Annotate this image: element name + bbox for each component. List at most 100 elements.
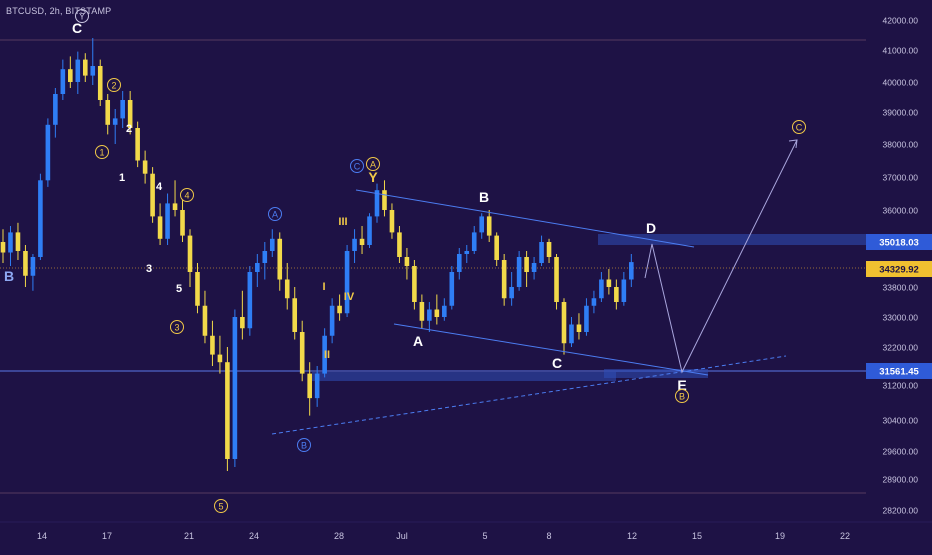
wave-label-circle — [75, 9, 89, 23]
y-tick-label: 37000.00 — [883, 173, 919, 183]
wave-label: 2 — [126, 123, 132, 135]
wave-label: B — [4, 268, 14, 284]
candle-body — [569, 324, 574, 344]
y-tick-label: 38000.00 — [883, 140, 919, 150]
candle-body — [449, 272, 455, 306]
y-tick-label: 42000.00 — [883, 16, 919, 26]
candle-body — [344, 251, 350, 314]
candle-body — [367, 216, 372, 245]
wave-label: A — [272, 210, 278, 220]
candle-body — [494, 235, 499, 260]
price-tag-label: 34329.92 — [879, 265, 919, 276]
wave-label: IV — [344, 291, 355, 303]
wave-label: B — [679, 392, 685, 402]
candle-body — [486, 216, 492, 236]
candle-body — [187, 235, 193, 272]
x-tick-label: 28 — [334, 531, 344, 541]
wave-label: Y — [79, 12, 85, 22]
wave-label: 4 — [156, 181, 163, 193]
candle-body — [501, 260, 507, 299]
dashed-trend-line — [271, 355, 787, 435]
candle-body — [142, 160, 148, 174]
candle-body — [120, 100, 125, 119]
candle-body — [591, 298, 597, 306]
wave-label-circle — [107, 78, 121, 92]
wave-label-circle — [297, 438, 311, 452]
candle-body — [307, 373, 312, 399]
candle-body — [68, 69, 73, 82]
candle-body — [516, 257, 522, 287]
wave-label: III — [338, 216, 347, 228]
candle-body — [150, 173, 155, 217]
candles — [0, 38, 634, 471]
candle-body — [195, 272, 200, 306]
candle-body — [456, 254, 462, 272]
candle-body — [464, 251, 470, 254]
wave-label-circle — [95, 145, 109, 159]
candle-body — [0, 242, 6, 253]
wave-label-circle — [268, 207, 282, 221]
wave-label: A — [370, 160, 376, 170]
candle-body — [269, 238, 275, 251]
symbol-label: BTCUSD, 2h, BITSTAMP — [6, 6, 112, 16]
wave-label: 2 — [111, 81, 116, 91]
candle-body — [554, 257, 559, 302]
candle-body — [389, 210, 395, 233]
candle-body — [240, 317, 245, 329]
candle-body — [546, 242, 552, 257]
y-tick-label: 29600.00 — [883, 447, 919, 457]
wave-label: C — [796, 123, 803, 133]
candle-body — [337, 305, 342, 314]
y-tick-label: 41000.00 — [883, 46, 919, 56]
price-tag — [866, 261, 932, 277]
wave-label: II — [324, 349, 330, 361]
candle-body — [314, 373, 320, 399]
candle-body — [202, 305, 208, 336]
candle-body — [397, 232, 402, 257]
y-tick-label: 31200.00 — [883, 381, 919, 391]
wave-label: C — [354, 162, 361, 172]
x-tick-label: 24 — [249, 531, 259, 541]
y-tick-label: 33800.00 — [883, 283, 919, 293]
candle-body — [434, 309, 440, 317]
y-tick-label: 28900.00 — [883, 475, 919, 485]
candle-body — [247, 272, 253, 329]
candle-body — [606, 279, 612, 287]
candle-body — [352, 238, 357, 251]
candle-body — [180, 210, 185, 236]
candle-body — [299, 332, 305, 374]
wave-label-circle — [214, 499, 228, 513]
y-tick-label: 28200.00 — [883, 506, 919, 516]
candle-body — [97, 66, 103, 100]
candle-body — [539, 242, 544, 263]
wave-label: E — [677, 377, 686, 393]
candle-body — [127, 100, 133, 128]
wave-label: D — [646, 220, 656, 236]
candle-body — [479, 216, 485, 233]
candle-body — [82, 59, 88, 76]
candle-body — [165, 203, 170, 239]
wave-label: 3 — [146, 263, 152, 275]
x-tick-label: 19 — [775, 531, 785, 541]
candle-body — [524, 257, 529, 272]
x-tick-label: 21 — [184, 531, 194, 541]
candle-body — [614, 287, 619, 302]
candle-body — [112, 118, 118, 125]
support-zone-left — [312, 372, 616, 381]
candle-body — [217, 354, 223, 363]
candle-body — [292, 298, 298, 332]
candle-body — [427, 309, 432, 321]
candle-body — [30, 257, 36, 276]
wave-label: 3 — [174, 323, 179, 333]
candle-body — [75, 59, 81, 82]
candle-body — [105, 100, 111, 125]
candle-body — [262, 251, 268, 263]
wave-label: 5 — [218, 502, 223, 512]
price-tag — [866, 363, 932, 379]
x-tick-label: 5 — [482, 531, 487, 541]
wave-label-circle — [350, 159, 364, 173]
candle-body — [23, 251, 28, 276]
wave-label: A — [413, 333, 423, 349]
y-tick-label: 36000.00 — [883, 206, 919, 216]
